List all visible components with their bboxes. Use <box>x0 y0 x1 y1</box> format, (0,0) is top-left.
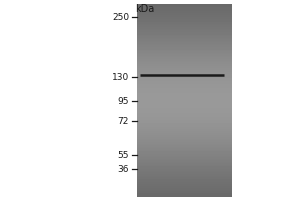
Text: 95: 95 <box>118 97 129 106</box>
Text: 250: 250 <box>112 12 129 21</box>
Text: 55: 55 <box>118 151 129 160</box>
Text: 130: 130 <box>112 72 129 82</box>
Text: 36: 36 <box>118 164 129 173</box>
Text: kDa: kDa <box>135 4 154 14</box>
Text: 72: 72 <box>118 116 129 126</box>
